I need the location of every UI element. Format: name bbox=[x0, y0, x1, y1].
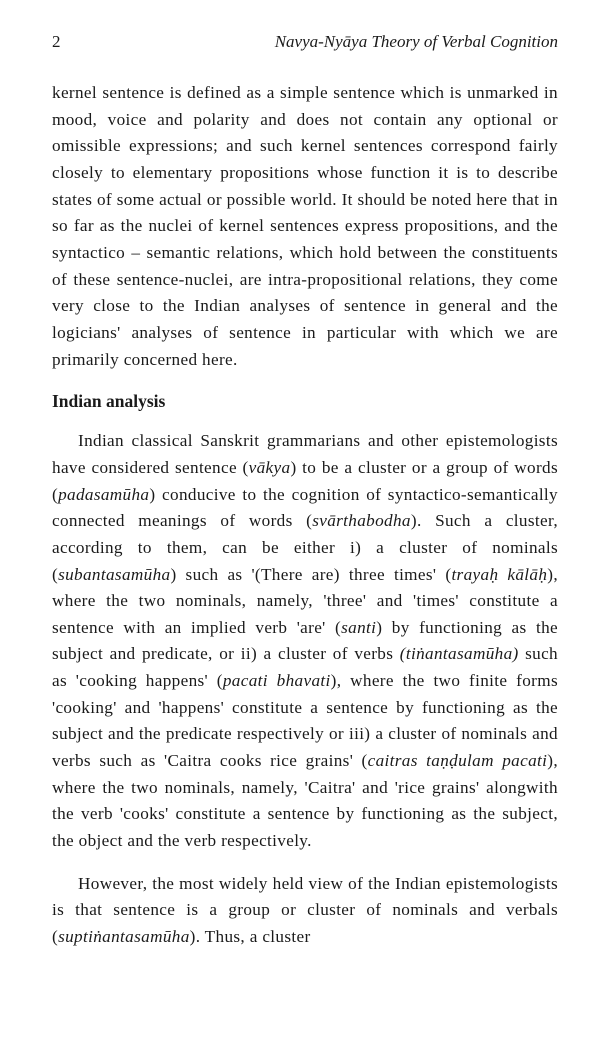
running-title: Navya-Nyāya Theory of Verbal Cognition bbox=[275, 32, 558, 52]
page-number: 2 bbox=[52, 32, 61, 52]
paragraph-3: However, the most widely held view of th… bbox=[52, 871, 558, 951]
page-header: 2 Navya-Nyāya Theory of Verbal Cognition bbox=[52, 32, 558, 52]
section-heading: Indian analysis bbox=[52, 391, 558, 412]
continuation-paragraph: kernel sentence is defined as a simple s… bbox=[52, 80, 558, 373]
paragraph-2: Indian classical Sanskrit grammarians an… bbox=[52, 428, 558, 855]
